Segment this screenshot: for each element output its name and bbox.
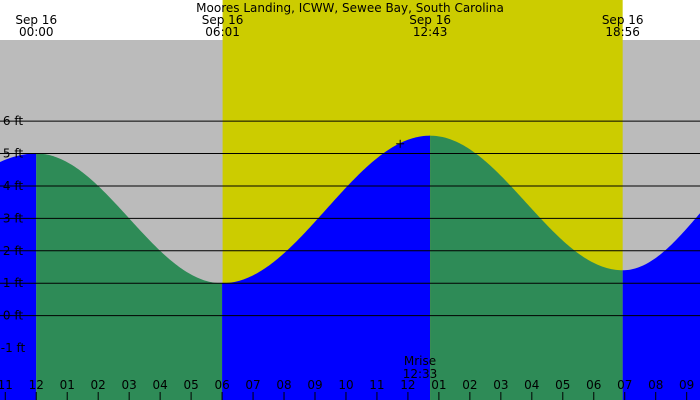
hour-tick-label: 09 <box>679 378 694 392</box>
top-time-label: 06:01 <box>205 25 240 39</box>
hour-tick-label: 12 <box>29 378 44 392</box>
y-tick-label: 3 ft <box>3 211 23 225</box>
moonrise-time: 12:33 <box>403 367 438 381</box>
tide-falling-area <box>430 135 623 400</box>
hour-tick-label: 11 <box>369 378 384 392</box>
tide-rising-area <box>622 213 700 400</box>
y-tick-label: 1 ft <box>3 276 23 290</box>
tide-rising-area <box>0 153 37 400</box>
top-date-label: Sep 16 <box>602 13 644 27</box>
y-tick-label: 4 ft <box>3 179 23 193</box>
y-tick-label: 6 ft <box>3 114 23 128</box>
y-tick-label: 5 ft <box>3 147 23 161</box>
tide-falling-area <box>36 153 223 400</box>
chart-title: Moores Landing, ICWW, Sewee Bay, South C… <box>196 1 504 15</box>
hour-tick-label: 12 <box>400 378 415 392</box>
y-tick-label: 0 ft <box>3 309 23 323</box>
hour-tick-label: 02 <box>462 378 477 392</box>
moonrise-annotation: Mrise 12:33 <box>403 354 438 381</box>
hour-tick-label: 05 <box>183 378 198 392</box>
grid-layer <box>0 120 700 317</box>
hour-tick-label: 01 <box>60 378 75 392</box>
x-axis-ticks: 11 12 01 02 03 04 05 06 07 08 09 10 11 12 01 02 03 04 05 06… <box>0 378 694 400</box>
hour-tick-label: 08 <box>276 378 291 392</box>
y-tick-label: 2 ft <box>3 244 23 258</box>
hour-tick-label: 07 <box>617 378 632 392</box>
top-date-label: Sep 16 <box>202 13 244 27</box>
hour-tick-label: 06 <box>214 378 229 392</box>
tide-area-layer <box>0 135 700 400</box>
hour-tick-label: 08 <box>648 378 663 392</box>
tide-rising-area <box>222 135 431 400</box>
high-tide-marker <box>396 139 405 148</box>
hour-tick-label: 03 <box>122 378 137 392</box>
hour-tick-label: 11 <box>0 378 13 392</box>
hour-tick-label: 06 <box>586 378 601 392</box>
top-date-label: Sep 16 <box>409 13 451 27</box>
top-time-label: 00:00 <box>19 25 54 39</box>
hour-tick-label: 09 <box>307 378 322 392</box>
hour-tick-label: 10 <box>338 378 353 392</box>
y-tick-label: -1 ft <box>1 341 26 355</box>
hour-tick-label: 02 <box>91 378 106 392</box>
moonrise-label: Mrise <box>404 354 436 368</box>
hour-tick-label: 05 <box>555 378 570 392</box>
top-date-label: Sep 16 <box>15 13 57 27</box>
top-time-label: 18:56 <box>605 25 640 39</box>
hour-tick-label: 04 <box>152 378 167 392</box>
y-axis-labels: -1 ft 0 ft 1 ft 2 ft 3 ft 4 ft 5 ft 6 ft <box>1 114 26 355</box>
hour-tick-label: 01 <box>431 378 446 392</box>
hour-tick-label: 03 <box>493 378 508 392</box>
top-time-label: 12:43 <box>413 25 448 39</box>
hour-tick-label: 04 <box>524 378 539 392</box>
hour-tick-label: 07 <box>245 378 260 392</box>
